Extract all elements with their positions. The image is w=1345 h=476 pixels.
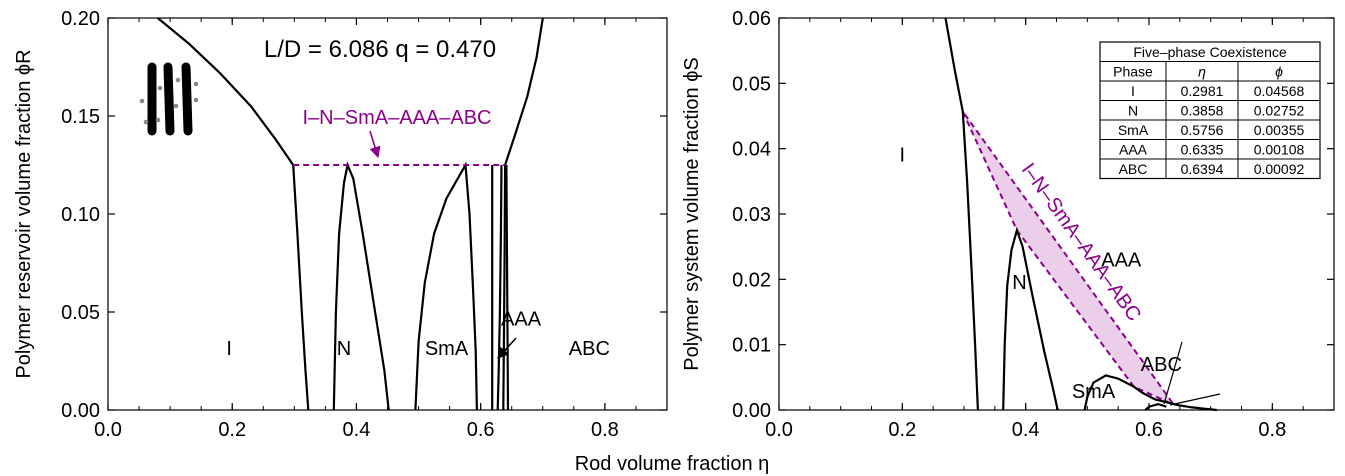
table-header: ϕ: [1275, 64, 1283, 80]
aaa-pointer: [1163, 341, 1183, 405]
table-cell: SmA: [1118, 122, 1149, 138]
y-tick-label: 0.01: [732, 335, 771, 357]
phase-boundary-2: [292, 164, 310, 411]
y-tick-label: 0.20: [61, 8, 100, 30]
phase-boundary-7: [504, 17, 544, 166]
x-tick-label: 0.6: [467, 419, 495, 441]
phase-boundary-5: [496, 164, 503, 411]
table-cell: 0.2981: [1181, 83, 1224, 99]
table-cell: I: [1131, 83, 1135, 99]
x-tick-label: 0.8: [591, 419, 619, 441]
phase-label-i: I: [226, 338, 232, 360]
y-axis-label: Polymer system volume fraction ϕS: [681, 57, 703, 371]
x-tick-label: 0.2: [888, 419, 916, 441]
phase-boundary-3: [332, 161, 390, 411]
y-tick-label: 0.02: [732, 269, 771, 291]
table-caption: Five–phase Coexistence: [1133, 44, 1287, 60]
table-cell: 0.00355: [1254, 122, 1305, 138]
coexistence-table: Five–phase Coexistence Phase η ϕ I 0.2981 0.04…: [1099, 41, 1321, 180]
phase-label-aaa: AAA: [1101, 249, 1142, 271]
phase-boundary-6: [502, 164, 507, 411]
x-tick-label: 0.4: [343, 419, 371, 441]
y-axis-label: Polymer reservoir volume fraction ϕR: [13, 49, 35, 378]
coexistence-arrow: [369, 130, 381, 159]
table-cell: 0.6394: [1181, 161, 1224, 177]
table-cell: 0.6335: [1181, 142, 1224, 158]
x-tick-label: 0.6: [1135, 419, 1163, 441]
abc-pointer: [1169, 393, 1221, 406]
rod-icon: [139, 62, 199, 136]
left-phase-diagram: I–N–SmA–AAA–ABC L/D = 6.086 q = 0.470 I N…: [13, 8, 668, 441]
phase-label-abc: ABC: [569, 338, 610, 360]
phase-label-aaa: AAA: [501, 309, 542, 331]
phase-boundary-1: [157, 17, 295, 166]
y-tick-label: 0.15: [61, 106, 100, 128]
table-cell: N: [1128, 103, 1138, 119]
y-tick-label: 0.03: [732, 204, 771, 226]
x-axis-label: Rod volume fraction η: [575, 453, 770, 475]
y-tick-label: 0.06: [732, 8, 771, 30]
table-frame: [1099, 41, 1321, 180]
x-tick-label: 0.0: [94, 419, 122, 441]
phase-label-n: N: [337, 338, 351, 360]
phase-boundary-3: [1083, 374, 1170, 411]
y-tick-label: 0.05: [732, 73, 771, 95]
x-tick-label: 0.8: [1258, 419, 1286, 441]
phase-boundary-4: [414, 161, 478, 411]
coexistence-triangle: [961, 111, 1176, 406]
phase-boundary-2: [1002, 226, 1059, 411]
phase-label-sma: SmA: [1072, 381, 1116, 403]
table-cell: 0.00092: [1254, 161, 1305, 177]
phase-label-abc: ABC: [1141, 354, 1182, 376]
phase-label-i: I: [900, 145, 906, 167]
y-tick-label: 0.00: [732, 400, 771, 422]
aaa-arrow: [497, 337, 517, 359]
table-header: η: [1198, 64, 1206, 80]
y-tick-label: 0.04: [732, 139, 771, 161]
y-tick-label: 0.00: [61, 400, 100, 422]
x-tick-label: 0.2: [218, 419, 246, 441]
table-cell: 0.3858: [1181, 103, 1224, 119]
coexistence-label: I–N–SmA–AAA–ABC: [303, 107, 492, 129]
chart-title: L/D = 6.086 q = 0.470: [264, 36, 496, 63]
x-tick-label: 0.4: [1012, 419, 1040, 441]
phase-boundary-1: [944, 17, 979, 411]
table-cell: AAA: [1119, 142, 1148, 158]
table-cell: 0.04568: [1254, 83, 1305, 99]
table-header: Phase: [1113, 64, 1153, 80]
table-cell: 0.5756: [1181, 122, 1224, 138]
y-tick-label: 0.05: [61, 302, 100, 324]
table-cell: 0.00108: [1254, 142, 1305, 158]
phase-label-n: N: [1012, 272, 1026, 294]
phase-boundary-5: [1144, 402, 1167, 411]
table-cell: 0.02752: [1254, 103, 1305, 119]
phase-boundary-9: [505, 164, 510, 411]
x-tick-label: 0.0: [765, 419, 793, 441]
table-cell: ABC: [1119, 161, 1148, 177]
phase-label-sma: SmA: [425, 338, 469, 360]
y-tick-label: 0.10: [61, 204, 100, 226]
